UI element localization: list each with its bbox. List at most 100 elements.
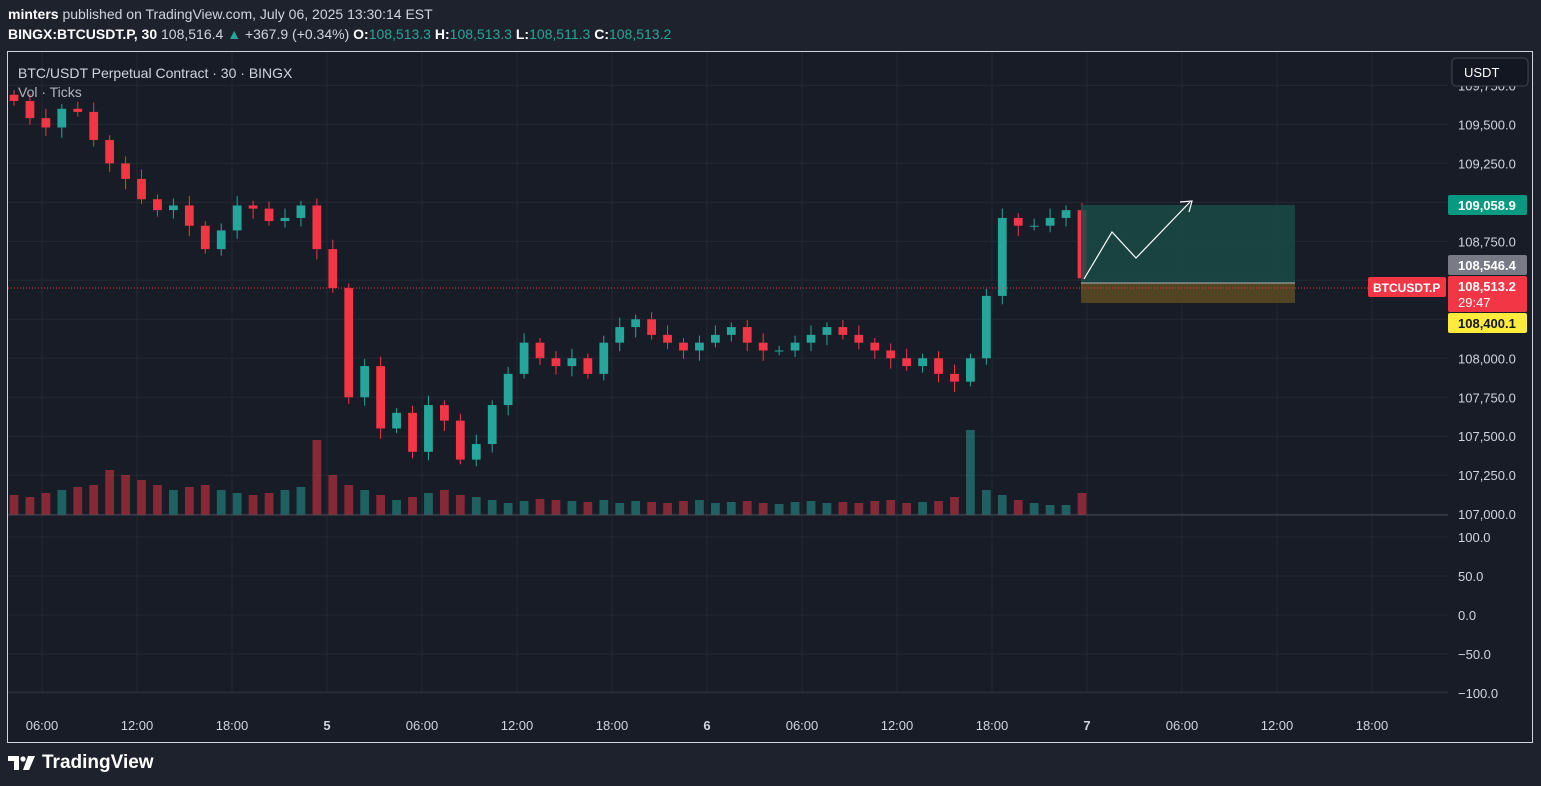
candle-body [1061, 210, 1071, 218]
candle-body [121, 163, 130, 179]
candle-body [742, 327, 752, 343]
candle-body [57, 108, 67, 128]
candle-body [424, 405, 433, 452]
candle-body [710, 334, 720, 343]
volume-bar [73, 487, 83, 515]
volume-bar [583, 502, 593, 515]
volume-bar [440, 490, 449, 515]
candle-body [41, 118, 51, 128]
candle-body [200, 225, 210, 250]
volume-bar [121, 475, 130, 515]
entry-price-label: 108,546.4 [1448, 255, 1527, 275]
h-label: H: [434, 26, 450, 42]
volume-bar [89, 485, 99, 515]
volume-bar [934, 501, 943, 515]
time-tick-label: 12:00 [1261, 718, 1294, 733]
candle-body [137, 178, 146, 200]
time-tick-label: 5 [323, 718, 330, 733]
time-tick-label: 18:00 [596, 718, 629, 733]
candle-body [583, 358, 593, 374]
volume-bar [184, 487, 194, 515]
volume-bar [1029, 503, 1039, 515]
price-tick-label: 107,750.0 [1458, 390, 1516, 405]
o-label: O: [353, 26, 369, 42]
time-tick-label: 06:00 [1166, 718, 1199, 733]
currency-button[interactable]: USDT [1451, 57, 1529, 87]
volume-bar [519, 501, 529, 515]
time-tick-label: 18:00 [976, 718, 1009, 733]
volume-bar [981, 490, 991, 515]
candle-body [1029, 225, 1039, 227]
volume-bar [1013, 500, 1023, 515]
stop-price-label: 108,400.1 [1448, 313, 1527, 333]
candle-body [248, 205, 258, 209]
currency-label: USDT [1464, 65, 1499, 80]
h-value: 108,513.3 [449, 26, 512, 42]
tradingview-logo[interactable]: TradingView [8, 752, 154, 774]
candle-body [790, 342, 800, 351]
candle-body [264, 208, 274, 222]
volume-bar [726, 502, 736, 515]
time-tick-label: 18:00 [216, 718, 249, 733]
chart-panel[interactable]: BTC/USDT Perpetual Contract · 30 · BINGX… [7, 51, 1533, 743]
candle-body [647, 319, 656, 335]
candle-body [455, 420, 465, 460]
candle-body [1045, 217, 1055, 226]
target-zone[interactable] [1081, 205, 1295, 283]
volume-bar [854, 503, 864, 515]
volume-bar [870, 501, 880, 515]
volume-bar [663, 503, 672, 515]
volume-bar [376, 495, 386, 515]
candle-body [73, 108, 83, 112]
entry-price: 108,546.4 [1458, 258, 1517, 273]
candle-body [934, 358, 943, 374]
volume-bar [264, 493, 274, 515]
volume-bar [280, 490, 290, 515]
change-value: +367.9 (+0.34%) [244, 26, 350, 42]
volume-bar [312, 440, 322, 515]
price-tick-label: 108,750.0 [1458, 234, 1516, 249]
volume-bar [344, 485, 354, 515]
volume-bar [487, 500, 497, 515]
osc-tick-label: −50.0 [1458, 647, 1491, 662]
volume-bar [742, 501, 752, 515]
volume-bar [105, 470, 115, 515]
candle-body [806, 334, 816, 343]
volume-bar [838, 502, 848, 515]
volume-bar [169, 490, 178, 515]
publisher-name: minters [8, 6, 59, 22]
osc-tick-label: −100.0 [1458, 686, 1498, 701]
last-price: 108,513.2 [1458, 279, 1516, 294]
volume-bar [503, 503, 513, 515]
candle-body [312, 205, 322, 250]
price-tick-label: 107,250.0 [1458, 468, 1516, 483]
volume-bar [647, 502, 656, 515]
volume-bar [1077, 493, 1087, 515]
c-label: C: [594, 26, 609, 42]
volume-bar [679, 501, 688, 515]
volume-bar [631, 501, 641, 515]
chart-svg[interactable]: BTC/USDT Perpetual Contract · 30 · BINGX… [8, 52, 1532, 742]
candle-body [551, 358, 561, 367]
candle-body [344, 288, 354, 398]
stop-zone[interactable] [1081, 283, 1295, 303]
candle-body [376, 366, 386, 429]
candle-body [886, 350, 896, 359]
candle-body [328, 249, 338, 289]
candle-body [822, 327, 832, 335]
o-value: 108,513.3 [368, 26, 431, 42]
price-tick-label: 107,000.0 [1458, 507, 1516, 522]
volume-bar [455, 495, 465, 515]
bar-countdown: 29:47 [1458, 295, 1491, 310]
volume-bar [790, 502, 800, 515]
projection-path[interactable] [1083, 201, 1191, 280]
volume-bar [822, 503, 832, 515]
candle-body [631, 319, 641, 328]
candle-body [296, 205, 306, 218]
volume-bar [599, 500, 609, 515]
candle-body [184, 205, 194, 226]
publish-line: minters published on TradingView.com, Ju… [8, 6, 433, 22]
volume-bar [408, 497, 417, 515]
candle-body [918, 358, 927, 367]
time-tick-label: 06:00 [26, 718, 59, 733]
